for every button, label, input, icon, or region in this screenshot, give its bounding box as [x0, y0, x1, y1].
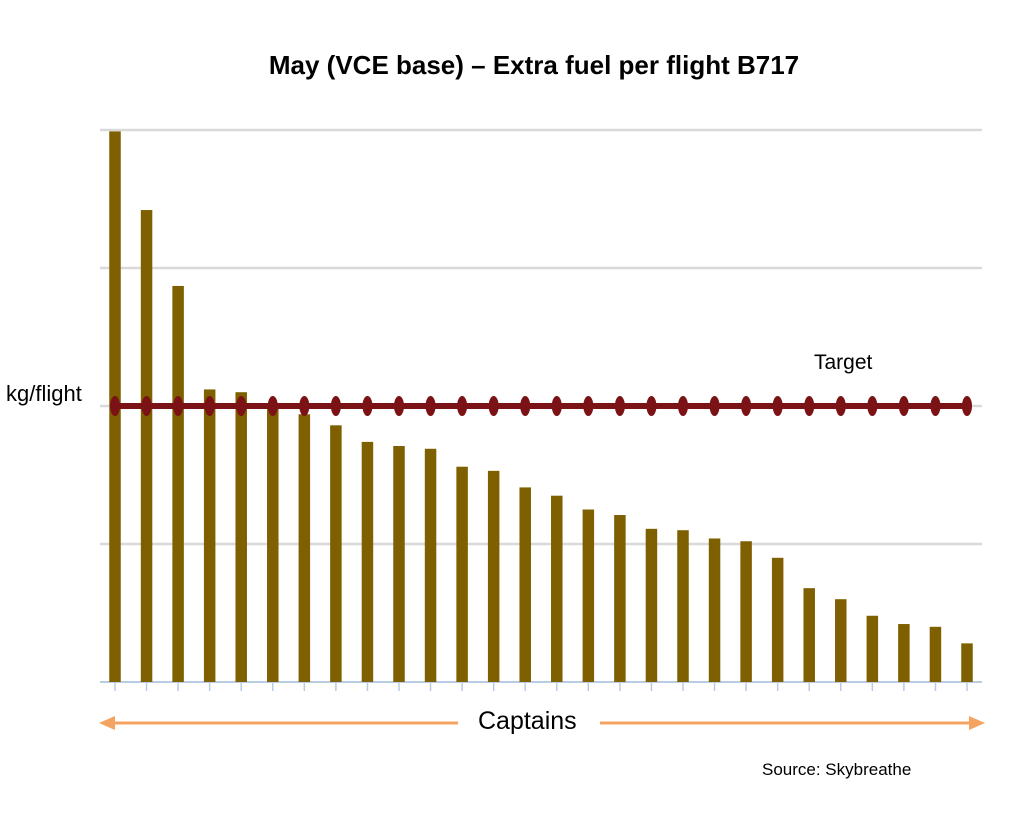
target-marker: [741, 396, 752, 416]
target-marker: [394, 396, 404, 416]
bar-captain-7: [298, 414, 311, 682]
target-marker: [583, 396, 594, 416]
bar-captain-14: [519, 487, 531, 682]
target-marker: [772, 396, 783, 416]
target-marker: [867, 396, 878, 416]
target-marker: [835, 396, 846, 416]
target-marker: [299, 396, 310, 416]
bar-captain-23: [803, 588, 815, 682]
bar-captain-6: [267, 406, 279, 682]
target-marker: [110, 396, 120, 416]
bar-captain-28: [961, 643, 973, 682]
bar-captain-21: [740, 541, 752, 682]
arrow-right-head: [969, 716, 985, 730]
target-marker: [614, 396, 625, 416]
bar-captain-2: [140, 210, 153, 683]
target-marker: [173, 396, 184, 416]
bar-captain-19: [677, 530, 689, 682]
bar-captain-15: [551, 495, 563, 682]
bar-captain-8: [330, 425, 342, 682]
bar-captain-4: [203, 389, 216, 682]
bar-captain-10: [393, 446, 405, 682]
bar-captain-27: [929, 626, 942, 682]
bar-captain-13: [487, 470, 500, 682]
bar-captain-3: [172, 285, 184, 682]
bar-captain-11: [424, 448, 437, 682]
bar-captain-16: [582, 509, 595, 682]
source-note: Source: Skybreathe: [762, 760, 912, 779]
target-marker: [330, 396, 341, 416]
x-axis-label: Captains: [478, 707, 577, 735]
y-axis-label: kg/flight: [6, 381, 82, 406]
target-marker: [678, 396, 688, 416]
target-marker: [898, 396, 909, 416]
target-marker: [520, 396, 531, 416]
target-marker: [457, 396, 468, 416]
bar-captain-20: [708, 538, 721, 682]
target-marker: [236, 396, 247, 416]
bar-captain-18: [645, 528, 658, 682]
bar-captain-26: [898, 624, 910, 682]
target-marker: [141, 396, 152, 416]
target-marker: [962, 396, 972, 416]
target-marker: [267, 396, 278, 416]
target-marker: [804, 396, 815, 416]
target-marker: [488, 396, 499, 416]
target-marker: [930, 396, 941, 416]
target-marker: [204, 396, 215, 416]
bar-captain-9: [361, 441, 374, 682]
target-marker: [709, 396, 720, 416]
arrow-left-head: [99, 716, 115, 730]
target-marker: [425, 396, 436, 416]
bar-captain-22: [771, 557, 784, 682]
target-marker: [362, 396, 373, 416]
bar-captain-25: [866, 615, 879, 682]
bar-captain-24: [835, 599, 847, 682]
bar-captain-17: [614, 515, 626, 682]
target-label: Target: [814, 351, 873, 374]
bar-captain-12: [456, 466, 468, 682]
bar-captain-5: [235, 392, 247, 682]
target-marker: [646, 396, 657, 416]
target-marker: [551, 396, 562, 416]
chart-title: May (VCE base) – Extra fuel per flight B…: [268, 50, 800, 80]
